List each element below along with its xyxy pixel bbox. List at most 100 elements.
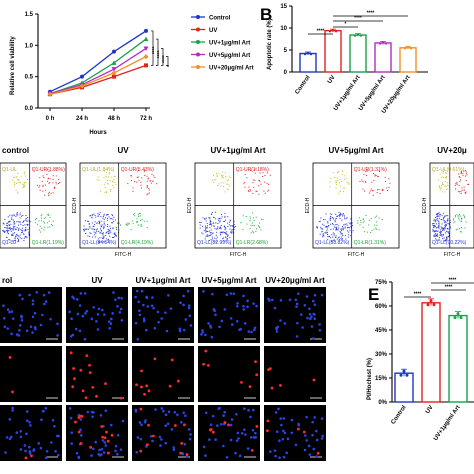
panel-c-event-dot xyxy=(209,217,211,219)
panel-c-event-dot xyxy=(130,180,132,182)
panel-c-event-dot xyxy=(12,228,14,230)
panel-c-event-dot xyxy=(255,190,257,192)
panel-d-nucleus xyxy=(242,304,245,308)
panel-c-event-dot xyxy=(350,225,352,227)
panel-c-event-dot xyxy=(23,220,25,222)
panel-c-event-dot xyxy=(9,228,11,230)
panel-c-event-dot xyxy=(255,168,257,170)
panel-d-nucleus xyxy=(86,410,90,414)
panel-c-event-dot xyxy=(199,227,201,229)
panel-c-event-dot xyxy=(456,182,458,184)
panel-c-event-dot xyxy=(461,220,463,222)
panel-c-event-dot xyxy=(347,182,349,184)
panel-c-event-dot xyxy=(249,189,251,191)
panel-d-nucleus xyxy=(134,410,138,413)
panel-b-data-point xyxy=(309,52,313,56)
panel-b-x-tick-label: UV+20μg/ml Art xyxy=(381,75,412,115)
panel-c-event-dot xyxy=(447,219,449,221)
panel-c-event-dot xyxy=(23,237,25,239)
panel-d-pi-positive-cell xyxy=(106,451,110,455)
panel-c-event-dot xyxy=(218,219,220,221)
panel-a-legend-marker xyxy=(196,27,200,32)
panel-d-image-merge xyxy=(264,405,326,461)
panel-c-event-dot xyxy=(47,214,49,216)
panel-c-event-dot xyxy=(146,194,148,196)
panel-c-event-dot xyxy=(23,186,25,188)
panel-c-event-dot xyxy=(348,222,350,224)
panel-c-event-dot xyxy=(458,191,460,193)
panel-c-event-dot xyxy=(103,176,105,178)
panel-d-pi-positive-cell xyxy=(139,449,143,453)
panel-d-nucleus xyxy=(164,413,168,417)
panel-d-nucleus xyxy=(318,328,322,332)
panel-d-pi-positive-cell xyxy=(88,363,91,367)
panel-c-event-dot xyxy=(221,232,223,234)
panel-c-event-dot xyxy=(19,214,21,216)
panel-c-event-dot xyxy=(441,215,443,217)
panel-c-event-dot xyxy=(12,234,14,236)
panel-c-event-dot xyxy=(130,228,132,230)
panel-c-event-dot xyxy=(443,217,445,219)
panel-d-pi-positive-cell xyxy=(24,456,28,460)
panel-c-event-dot xyxy=(43,221,45,223)
panel-c-event-dot xyxy=(437,212,439,214)
panel-c-event-dot xyxy=(103,226,105,228)
panel-d-pi-positive-cell xyxy=(170,358,174,362)
panel-c-event-dot xyxy=(13,225,15,227)
panel-c-event-dot xyxy=(11,215,13,217)
panel-c-event-dot xyxy=(259,172,261,174)
panel-d-nucleus xyxy=(96,328,100,331)
panel-d-nucleus xyxy=(188,437,192,441)
panel-c-event-dot xyxy=(240,222,242,224)
panel-d-nucleus xyxy=(308,312,312,316)
panel-d-nucleus xyxy=(172,448,176,451)
panel-c-event-dot xyxy=(329,235,331,237)
panel-d-nucleus xyxy=(70,317,73,320)
panel-c-event-dot xyxy=(17,191,19,193)
panel-c-event-dot xyxy=(15,216,17,218)
panel-c-event-dot xyxy=(444,240,446,242)
panel-c-event-dot xyxy=(373,228,375,230)
panel-c-event-dot xyxy=(43,229,45,231)
panel-a-y-tick-label: 0.0 xyxy=(25,106,34,112)
panel-c-event-dot xyxy=(381,189,383,191)
panel-d-nucleus xyxy=(214,438,217,441)
panel-c-event-dot xyxy=(229,228,231,230)
panel-c-event-dot xyxy=(344,175,346,177)
panel-d-nucleus xyxy=(275,327,279,331)
panel-c-event-dot xyxy=(151,173,153,175)
panel-c-event-dot xyxy=(363,218,365,220)
panel-c-event-dot xyxy=(59,182,61,184)
panel-c-event-dot xyxy=(113,216,115,218)
panel-c-event-dot xyxy=(212,181,214,183)
panel-d-nucleus xyxy=(282,417,286,420)
panel-c-event-dot xyxy=(332,236,334,238)
panel-c-event-dot xyxy=(92,225,94,227)
panel-c-event-dot xyxy=(95,216,97,218)
panel-d-nucleus xyxy=(235,320,239,323)
panel-c-event-dot xyxy=(210,221,212,223)
panel-d-nucleus xyxy=(243,322,247,325)
panel-c-quadrant-label: Q1-LL(84.54%) xyxy=(82,240,117,246)
panel-c-event-dot xyxy=(106,231,108,233)
panel-d-pi-positive-cell xyxy=(180,441,184,445)
panel-a-legend-label: Control xyxy=(209,16,231,22)
panel-e-y-tick-label: 60% xyxy=(375,304,388,310)
panel-c-event-dot xyxy=(259,227,261,229)
panel-c-event-dot xyxy=(27,224,29,226)
panel-c-event-dot xyxy=(20,215,22,217)
panel-d-nucleus xyxy=(310,325,314,328)
panel-c-event-dot xyxy=(6,224,8,226)
panel-c-event-dot xyxy=(376,215,378,217)
panel-c-event-dot xyxy=(340,213,342,215)
panel-d-nucleus xyxy=(71,295,74,299)
panel-c-event-dot xyxy=(445,239,447,241)
panel-c-event-dot xyxy=(88,223,90,225)
panel-b-data-point xyxy=(359,34,363,37)
panel-e-data-point xyxy=(426,303,430,307)
panel-c-event-dot xyxy=(378,189,380,191)
panel-c-event-dot xyxy=(337,170,339,172)
panel-d-nucleus xyxy=(182,294,185,298)
panel-e-y-tick-label: 15% xyxy=(375,376,388,382)
panel-c-event-dot xyxy=(18,227,20,229)
